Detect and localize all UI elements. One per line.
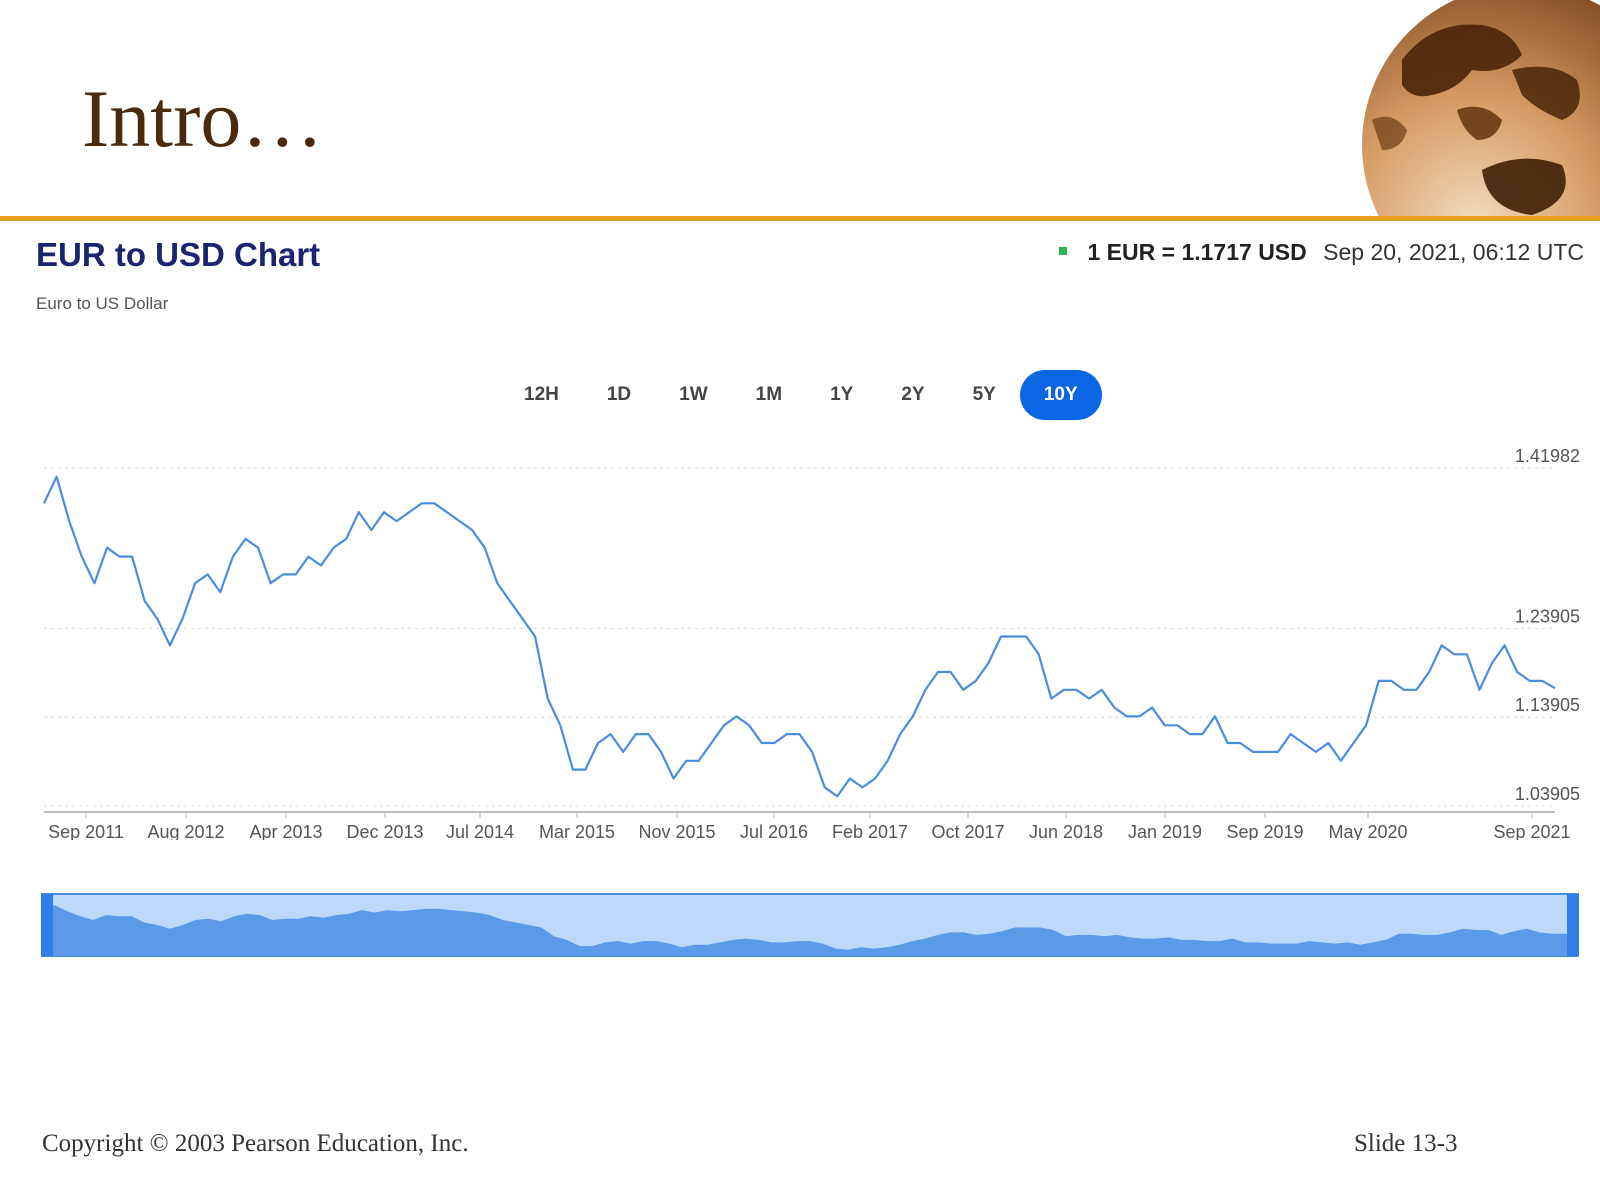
y-tick-label: 1.41982 (1515, 446, 1580, 466)
exchange-rate: 1 EUR = 1.1717 USD (1087, 239, 1307, 265)
y-tick-label: 1.03905 (1515, 784, 1580, 804)
x-tick-label: Mar 2015 (539, 822, 615, 840)
x-tick-label: Feb 2017 (832, 822, 908, 840)
time-range-selector: 12H 1D 1W 1M 1Y 2Y 5Y 10Y (500, 370, 1102, 422)
x-tick-label: Jul 2014 (446, 822, 514, 840)
range-button-2y[interactable]: 2Y (877, 370, 948, 420)
x-tick-label: May 2020 (1328, 822, 1407, 840)
rate-display: 1 EUR = 1.1717 USD Sep 20, 2021, 06:12 U… (1059, 239, 1584, 266)
x-tick-label: Sep 2019 (1226, 822, 1303, 840)
x-tick-label: Nov 2015 (638, 822, 715, 840)
x-tick-label: Jun 2018 (1029, 822, 1103, 840)
range-navigator[interactable] (0, 890, 1600, 960)
y-tick-label: 1.23905 (1515, 606, 1580, 626)
x-tick-label: Sep 2011 (48, 822, 124, 840)
x-tick-label: Oct 2017 (931, 822, 1004, 840)
chart-title: EUR to USD Chart (36, 236, 321, 273)
x-tick-label: Jul 2016 (740, 822, 808, 840)
title-divider (0, 216, 1600, 221)
y-tick-label: 1.13905 (1515, 695, 1580, 715)
x-tick-label: Aug 2012 (147, 822, 224, 840)
range-button-1y[interactable]: 1Y (806, 370, 877, 420)
range-button-12h[interactable]: 12H (500, 370, 583, 420)
series-line (43, 475, 1556, 798)
copyright-footer: Copyright © 2003 Pearson Education, Inc. (42, 1130, 469, 1157)
status-dot-icon (1059, 246, 1068, 255)
navigator-handle-left[interactable] (41, 894, 53, 956)
navigator-area (42, 905, 1578, 956)
range-button-1d[interactable]: 1D (583, 370, 655, 420)
range-button-10y[interactable]: 10Y (1019, 370, 1102, 420)
chart-subtitle: Euro to US Dollar (36, 294, 169, 313)
x-tick-label: Dec 2013 (346, 822, 423, 840)
range-button-5y[interactable]: 5Y (949, 370, 1020, 420)
globe-icon (1362, 0, 1600, 218)
range-button-1w[interactable]: 1W (655, 370, 732, 420)
rate-timestamp: Sep 20, 2021, 06:12 UTC (1323, 239, 1584, 265)
x-tick-label: Jan 2019 (1128, 822, 1202, 840)
slide-title: Intro… (82, 73, 324, 164)
x-tick-label: Sep 2021 (1493, 822, 1570, 840)
range-button-1m[interactable]: 1M (732, 370, 806, 420)
exchange-rate-line-chart: 1.41982 1.23905 1.13905 1.03905 Sep 2011 Aug … (43, 446, 1580, 840)
slide-number: Slide 13-3 (1354, 1130, 1458, 1157)
navigator-handle-right[interactable] (1567, 894, 1579, 956)
x-tick-label: Apr 2013 (249, 822, 322, 840)
